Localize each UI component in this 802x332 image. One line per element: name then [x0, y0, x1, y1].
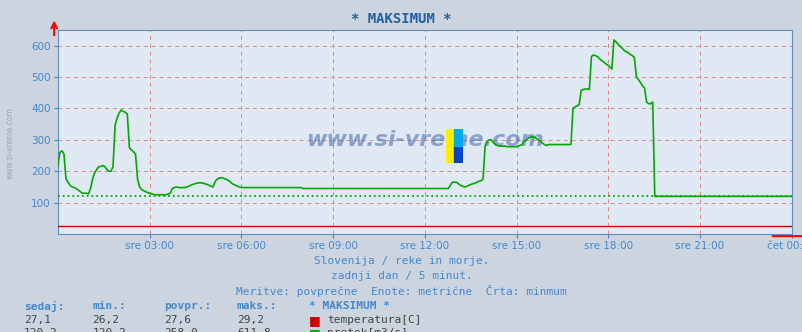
Bar: [445, 129, 454, 163]
Text: ■: ■: [309, 314, 321, 327]
Text: 27,6: 27,6: [164, 315, 192, 325]
Text: Meritve: povprečne  Enote: metrične  Črta: minmum: Meritve: povprečne Enote: metrične Črta:…: [236, 285, 566, 296]
Text: 26,2: 26,2: [92, 315, 119, 325]
Text: ■: ■: [309, 327, 321, 332]
Text: maks.:: maks.:: [237, 301, 277, 311]
Text: Slovenija / reke in morje.: Slovenija / reke in morje.: [314, 256, 488, 266]
Bar: [454, 129, 463, 146]
Text: * MAKSIMUM *: * MAKSIMUM *: [309, 301, 390, 311]
Text: min.:: min.:: [92, 301, 126, 311]
Text: * MAKSIMUM *: * MAKSIMUM *: [350, 12, 452, 26]
Text: pretok[m3/s]: pretok[m3/s]: [326, 328, 407, 332]
Text: 120,2: 120,2: [24, 328, 58, 332]
Text: 258,0: 258,0: [164, 328, 198, 332]
Text: www.si-vreme.com: www.si-vreme.com: [306, 130, 543, 150]
Text: 120,2: 120,2: [92, 328, 126, 332]
Text: 27,1: 27,1: [24, 315, 51, 325]
Text: sedaj:: sedaj:: [24, 301, 64, 312]
Text: 29,2: 29,2: [237, 315, 264, 325]
Bar: [454, 146, 463, 163]
Text: zadnji dan / 5 minut.: zadnji dan / 5 minut.: [330, 271, 472, 281]
Text: 611,8: 611,8: [237, 328, 270, 332]
Text: povpr.:: povpr.:: [164, 301, 212, 311]
Text: temperatura[C]: temperatura[C]: [326, 315, 421, 325]
Text: www.si-vreme.com: www.si-vreme.com: [6, 107, 15, 179]
